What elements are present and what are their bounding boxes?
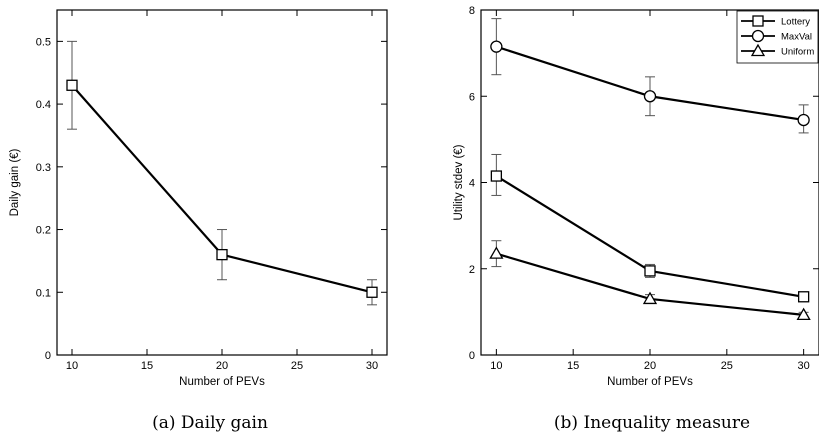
plot-frame [56,9,388,356]
x-tick-label: 25 [721,360,733,372]
y-axis-label: Utility stdev (€) [453,144,465,220]
data-point [490,40,503,53]
y-axis-label: Daily gain (€) [9,148,21,216]
data-point [366,286,378,298]
series-1 [66,40,378,306]
data-point [490,170,503,182]
x-axis-label: Number of PEVs [179,376,265,388]
x-tick-label: 30 [798,360,810,372]
x-tick-label: 15 [567,360,579,372]
figure-caption: (b) Inequality measure [554,413,750,433]
y-tick-label: 4 [469,178,475,190]
x-tick-label: 30 [366,360,378,372]
x-tick-label: 25 [291,360,303,372]
legend-entry: Uniform [781,47,814,58]
series-lottery [490,153,810,303]
data-point [797,291,810,303]
data-point [642,291,658,305]
legend: Lottery MaxVal Uniform [736,10,819,64]
series-line [495,175,804,298]
y-tick-label: 0 [469,350,475,362]
data-point [644,265,656,277]
data-point [489,246,504,259]
x-tick-label: 10 [490,360,502,372]
legend-entry: MaxVal [781,32,812,43]
legend-marker [752,15,764,27]
legend-box [736,10,819,64]
series-line [496,252,804,316]
y-tick-label: 2 [469,264,475,276]
y-tick-label: 0.4 [36,99,51,111]
data-point [796,307,811,321]
x-tick-label: 10 [66,360,78,372]
series-uniform [489,240,811,321]
figure-caption: (a) Daily gain [152,413,268,433]
y-tick-label: 6 [469,91,475,103]
x-axis-label: Number of PEVs [607,376,693,388]
data-point [216,248,228,261]
legend-entry: Lottery [781,17,810,28]
y-tick-label: 0 [45,350,51,362]
legend-marker [750,43,766,57]
data-point [797,113,810,127]
chart-panel-1: 10 15 20 25 30 0 0.1 0.2 0.3 0.4 0.5 Number of PEVs… [9,9,388,433]
data-point [643,90,657,103]
data-point [66,79,78,91]
y-tick-label: 0.1 [36,287,51,299]
y-tick-label: 0.5 [36,36,51,48]
y-tick-label: 0.3 [36,162,51,174]
legend-marker [751,29,765,43]
x-tick-label: 15 [141,360,153,372]
chart-panel-2: 10 15 20 25 30 0 2 4 6 8 Number of PEVs Utility std… [453,5,819,433]
x-tick-label: 20 [216,360,228,372]
x-tick-label: 20 [644,360,656,372]
series-maxval [490,18,810,134]
y-tick-label: 8 [469,5,475,17]
y-tick-label: 0.2 [36,225,51,237]
